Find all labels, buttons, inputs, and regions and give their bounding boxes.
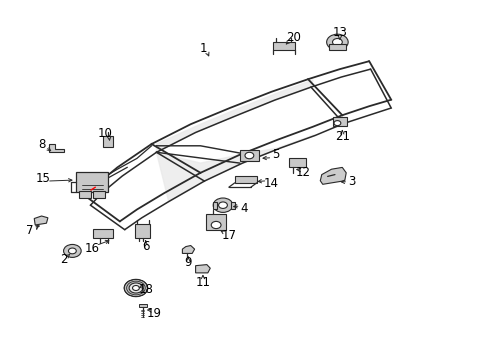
Text: 5: 5 — [272, 148, 280, 161]
Bar — [139, 304, 146, 307]
Text: 20: 20 — [285, 31, 300, 44]
Text: 8: 8 — [38, 138, 45, 150]
Text: 17: 17 — [221, 229, 236, 242]
Bar — [288, 158, 305, 167]
Text: 16: 16 — [84, 242, 99, 255]
Bar — [239, 150, 259, 161]
Bar — [332, 117, 346, 126]
Text: 6: 6 — [142, 240, 149, 253]
Text: 11: 11 — [195, 276, 210, 289]
Bar — [206, 214, 225, 230]
Text: 21: 21 — [334, 130, 349, 143]
Text: 18: 18 — [138, 283, 153, 296]
Circle shape — [213, 198, 232, 212]
Bar — [272, 42, 294, 50]
Circle shape — [332, 39, 342, 46]
Text: 13: 13 — [332, 26, 346, 39]
Circle shape — [333, 121, 340, 126]
Text: 3: 3 — [347, 175, 355, 188]
Bar — [234, 176, 256, 183]
Bar — [76, 172, 107, 192]
Text: 4: 4 — [240, 202, 248, 215]
Bar — [135, 224, 150, 238]
Text: 1: 1 — [199, 42, 206, 55]
Text: 15: 15 — [36, 172, 50, 185]
Circle shape — [218, 202, 227, 208]
Text: 2: 2 — [60, 253, 67, 266]
Text: 14: 14 — [264, 177, 278, 190]
Bar — [230, 202, 234, 209]
Text: 7: 7 — [25, 224, 33, 237]
Polygon shape — [320, 167, 346, 184]
Polygon shape — [49, 144, 63, 152]
Text: 19: 19 — [146, 307, 161, 320]
Circle shape — [211, 221, 221, 229]
Polygon shape — [34, 216, 48, 225]
Bar — [328, 44, 346, 50]
Bar — [93, 191, 105, 198]
Polygon shape — [182, 246, 194, 253]
Bar — [102, 136, 113, 147]
Circle shape — [129, 283, 142, 293]
Text: 9: 9 — [184, 256, 192, 269]
Polygon shape — [156, 80, 315, 202]
Text: 12: 12 — [295, 166, 310, 179]
Bar — [79, 191, 91, 198]
Polygon shape — [195, 265, 210, 273]
Bar — [93, 229, 113, 238]
Circle shape — [244, 152, 253, 159]
Bar — [213, 202, 217, 209]
Text: 10: 10 — [98, 127, 112, 140]
Circle shape — [124, 279, 147, 297]
Circle shape — [63, 244, 81, 257]
Circle shape — [326, 34, 347, 50]
Circle shape — [132, 285, 139, 291]
Circle shape — [68, 248, 76, 254]
